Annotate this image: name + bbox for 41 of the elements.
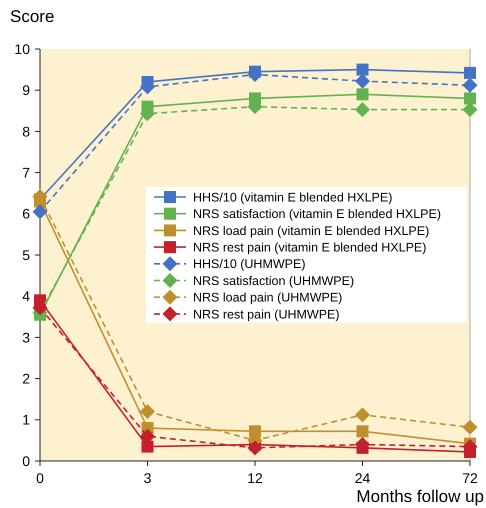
y-tick-label: 8	[22, 123, 30, 140]
legend-label: NRS rest pain (UHMWPE)	[193, 307, 340, 322]
point	[464, 92, 476, 104]
x-tick-label: 72	[462, 470, 478, 486]
y-tick-label: 10	[14, 40, 30, 57]
y-tick-label: 4	[22, 288, 30, 304]
point	[140, 404, 155, 420]
x-tick-label: 0	[36, 470, 44, 486]
y-axis-title: Score	[10, 7, 54, 26]
x-axis-title: Months follow up	[356, 487, 484, 506]
point	[462, 420, 478, 435]
point	[355, 407, 370, 422]
legend-label: NRS satisfaction (UHMWPE)	[193, 274, 354, 288]
point	[356, 425, 368, 438]
y-tick-label: 6	[22, 206, 30, 222]
point	[464, 66, 476, 79]
point	[356, 64, 368, 76]
y-tick-label: 1	[22, 412, 30, 428]
point	[355, 102, 370, 118]
x-tick-label: 12	[247, 470, 263, 486]
y-tick-label: 5	[22, 246, 30, 263]
point	[355, 74, 370, 89]
x-tick-label: 24	[354, 470, 370, 486]
legend-label: NRS load pain (vitamin E blended HXLPE)	[193, 224, 430, 238]
point	[462, 102, 478, 118]
legend-label: NRS load pain (UHMWPE)	[193, 290, 342, 305]
point	[32, 204, 48, 220]
point	[462, 78, 478, 93]
legend-label: NRS rest pain (vitamin E blended HXLPE)	[193, 240, 426, 254]
legend-label: HHS/10 (vitamin E blended HXLPE)	[193, 190, 392, 204]
y-tick-label: 0	[22, 452, 30, 469]
point	[248, 440, 262, 456]
y-tick-label: 7	[22, 164, 30, 180]
y-tick-label: 9	[22, 82, 30, 98]
legend-label: NRS satisfaction (vitamin E blended HXLPE)	[193, 207, 442, 222]
y-tick-label: 3	[22, 329, 30, 346]
x-tick-label: 3	[144, 470, 152, 486]
point	[356, 88, 368, 100]
legend-label: HHS/10 (UHMWPE)	[193, 257, 306, 272]
y-tick-label: 2	[22, 370, 30, 386]
point	[142, 440, 154, 453]
